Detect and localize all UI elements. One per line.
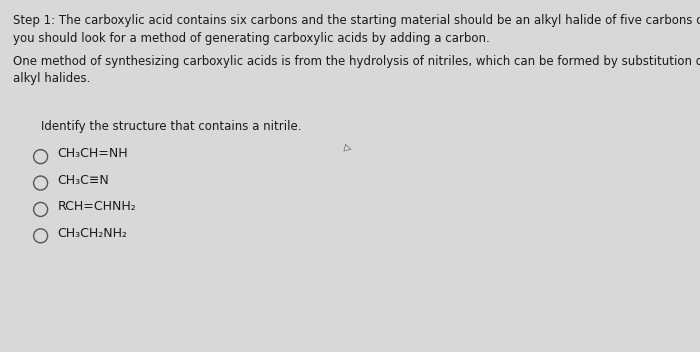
- Text: alkyl halides.: alkyl halides.: [13, 72, 90, 85]
- Text: CH₃C≡N: CH₃C≡N: [57, 174, 109, 187]
- Text: RCH=CHNH₂: RCH=CHNH₂: [57, 200, 136, 213]
- Text: CH₃CH₂NH₂: CH₃CH₂NH₂: [57, 227, 127, 239]
- Text: ▷: ▷: [343, 143, 353, 154]
- Text: Step 1: The carboxylic acid contains six carbons and the starting material shoul: Step 1: The carboxylic acid contains six…: [13, 14, 700, 27]
- Text: Identify the structure that contains a nitrile.: Identify the structure that contains a n…: [41, 120, 301, 133]
- Text: One method of synthesizing carboxylic acids is from the hydrolysis of nitriles, : One method of synthesizing carboxylic ac…: [13, 55, 700, 68]
- Text: you should look for a method of generating carboxylic acids by adding a carbon.: you should look for a method of generati…: [13, 32, 489, 45]
- Text: CH₃CH=NH: CH₃CH=NH: [57, 147, 128, 160]
